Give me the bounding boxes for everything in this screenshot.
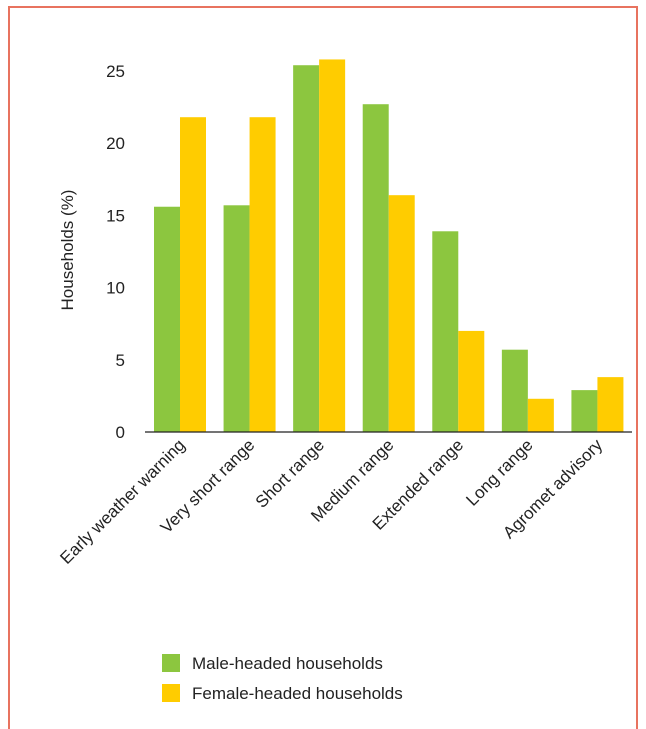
legend: Male-headed households Female-headed hous…: [162, 654, 403, 703]
bar-male-1: [223, 205, 250, 432]
y-tick-label-0: 0: [116, 423, 125, 442]
chart-frame: [8, 6, 638, 729]
bar-male-0: [154, 206, 180, 432]
y-ticks-group: 0 5 10 15 20 25: [106, 62, 125, 442]
bar-male-5: [501, 349, 528, 432]
bar-female-0: [180, 117, 206, 432]
bars-group: [154, 59, 624, 432]
bar-female-4: [458, 330, 485, 432]
bar-male-2: [293, 65, 320, 432]
y-tick-label-4: 20: [106, 134, 125, 153]
y-tick-label-2: 10: [106, 279, 125, 298]
bar-female-3: [388, 195, 415, 432]
bar-female-6: [597, 377, 624, 432]
bar-male-6: [571, 390, 598, 432]
legend-label-1: Female-headed households: [192, 684, 403, 703]
legend-swatch-0: [162, 654, 180, 672]
y-axis-title: Households (%): [58, 190, 77, 311]
y-tick-label-3: 15: [106, 206, 125, 225]
x-tick-label-5: Long range: [462, 435, 536, 509]
y-tick-label-5: 25: [106, 62, 125, 81]
legend-label-0: Male-headed households: [192, 654, 383, 673]
bar-male-3: [362, 104, 389, 432]
legend-swatch-1: [162, 684, 180, 702]
y-tick-label-1: 5: [116, 351, 125, 370]
bar-female-5: [527, 398, 554, 432]
bar-female-1: [249, 117, 276, 432]
x-tick-label-2: Short range: [252, 435, 328, 511]
bar-female-2: [319, 59, 346, 432]
x-tick-label-0: Early weather warning: [56, 435, 188, 567]
bar-male-4: [432, 231, 459, 432]
